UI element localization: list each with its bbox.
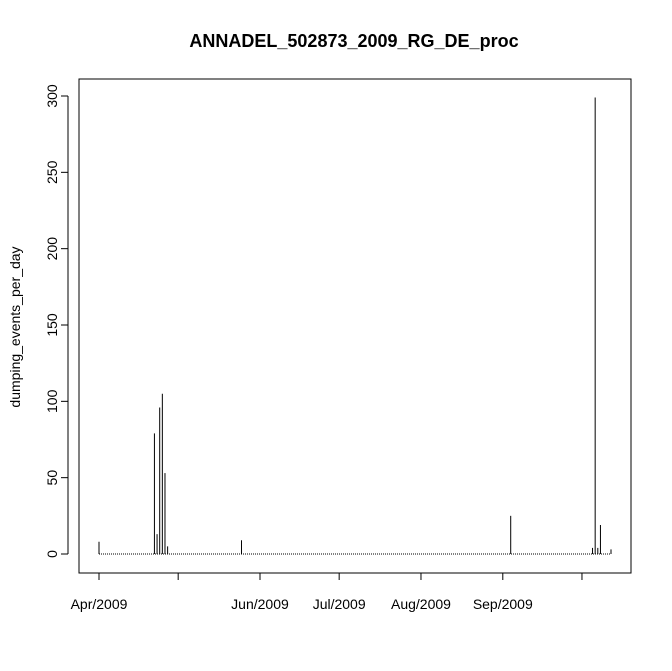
y-tick-label: 300 <box>44 84 60 108</box>
y-tick-label: 0 <box>44 550 60 558</box>
y-tick-label: 250 <box>44 160 60 184</box>
x-tick-label: Aug/2009 <box>391 596 451 612</box>
y-axis: 0 50 100 150 200 250 300 <box>44 84 69 558</box>
y-axis-label: dumping_events_per_day <box>7 246 23 407</box>
x-tick-label: Apr/2009 <box>71 596 128 612</box>
y-tick-label: 150 <box>44 313 60 337</box>
y-tick-label: 50 <box>44 470 60 486</box>
plot-frame <box>78 78 632 574</box>
bars <box>98 97 612 555</box>
x-tick-label: Jun/2009 <box>231 596 289 612</box>
chart-title: ANNADEL_502873_2009_RG_DE_proc <box>189 31 518 51</box>
y-tick-label: 200 <box>44 237 60 261</box>
y-tick-label: 100 <box>44 389 60 413</box>
x-tick-label: Sep/2009 <box>473 596 533 612</box>
x-axis: Apr/2009 Jun/2009 Jul/2009 Aug/2009 Sep/2009 <box>71 572 583 612</box>
x-tick-label: Jul/2009 <box>313 596 366 612</box>
